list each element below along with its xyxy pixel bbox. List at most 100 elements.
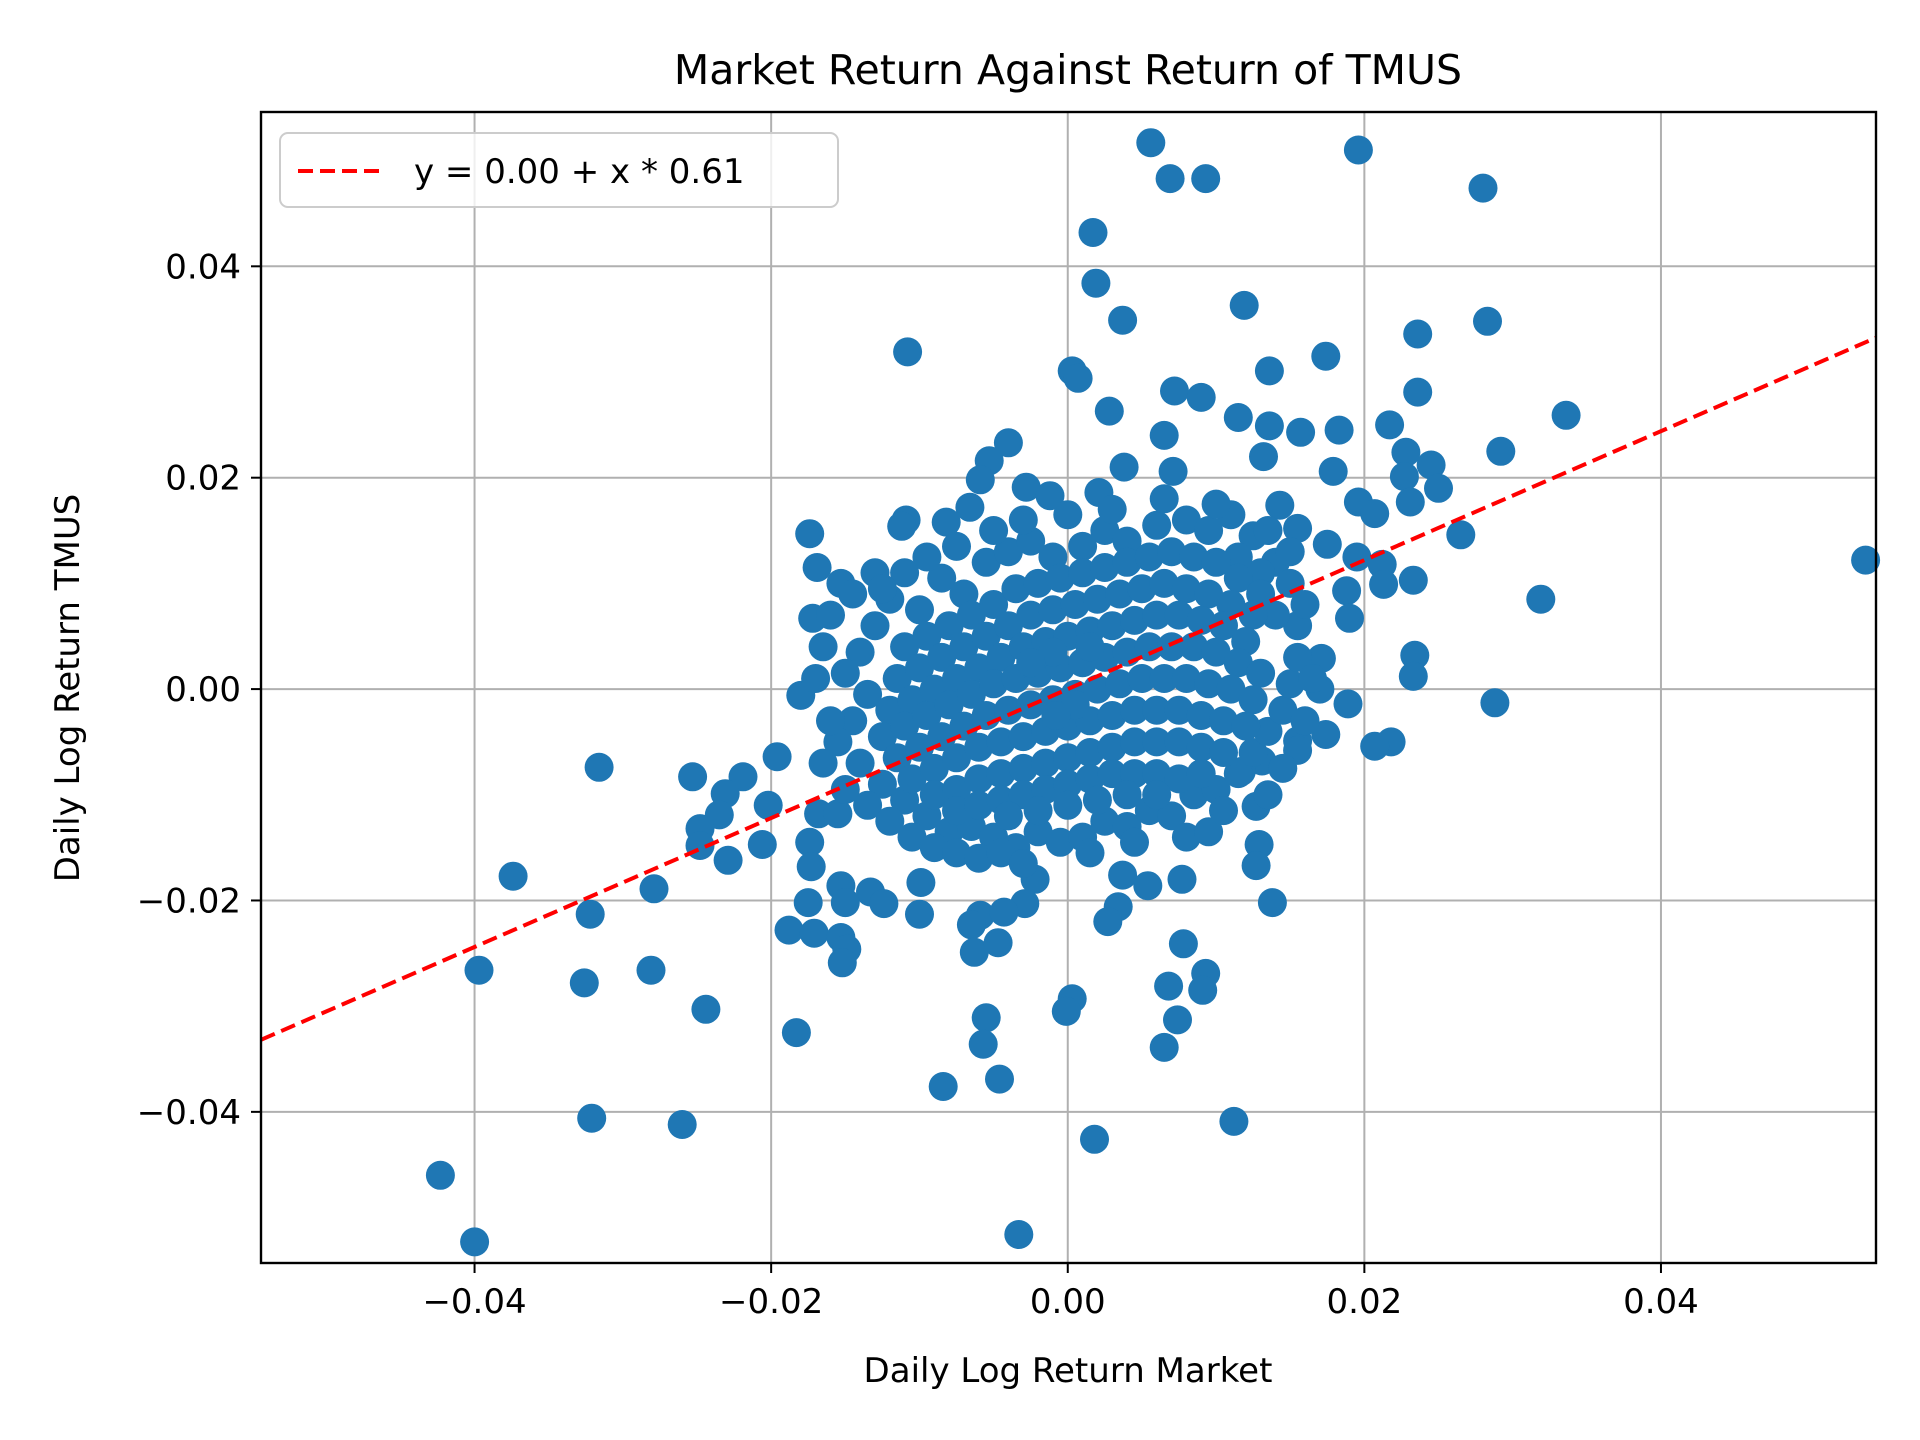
data-point	[1164, 695, 1194, 725]
data-point	[1194, 817, 1224, 847]
data-point	[1254, 411, 1284, 441]
data-point	[1075, 838, 1105, 868]
data-point	[1142, 759, 1172, 789]
data-point	[1249, 442, 1278, 472]
y-axis-label: Daily Log Return TMUS	[48, 494, 88, 883]
data-point	[1158, 456, 1188, 486]
data-point	[1164, 600, 1194, 630]
data-point	[1403, 377, 1433, 407]
data-point	[1209, 796, 1238, 826]
data-point	[890, 711, 920, 741]
data-point	[1080, 1124, 1109, 1154]
data-point	[1082, 785, 1112, 815]
data-point	[968, 1029, 998, 1059]
data-point	[959, 937, 989, 967]
data-point	[919, 753, 949, 783]
data-point	[1120, 727, 1149, 757]
data-point	[860, 611, 890, 641]
data-point	[989, 897, 1019, 927]
scatter-points	[425, 128, 1881, 1257]
data-point	[1023, 568, 1053, 598]
data-point	[1082, 674, 1112, 704]
data-point	[1424, 473, 1453, 503]
data-point	[1186, 732, 1216, 762]
y-tick-label: −0.02	[137, 881, 241, 921]
data-point	[1008, 753, 1038, 783]
data-point	[1142, 510, 1172, 540]
data-point	[1369, 569, 1399, 599]
data-point	[1360, 499, 1390, 529]
data-point	[1275, 669, 1305, 699]
chart-title: Market Return Against Return of TMUS	[674, 46, 1462, 94]
data-point	[993, 611, 1023, 641]
data-point	[1168, 929, 1198, 959]
data-point	[1209, 738, 1238, 767]
data-point	[1134, 632, 1164, 662]
data-point	[875, 806, 905, 836]
data-point	[1149, 568, 1179, 598]
data-point	[905, 899, 934, 929]
data-point	[1134, 542, 1164, 572]
data-point	[1191, 164, 1221, 194]
data-point	[808, 632, 838, 662]
x-tick-label: −0.04	[422, 1282, 526, 1322]
data-point	[1186, 605, 1216, 635]
data-point	[1164, 764, 1194, 794]
data-point	[1016, 648, 1046, 678]
data-point	[993, 695, 1023, 725]
data-point	[1093, 907, 1123, 937]
data-point	[912, 701, 942, 730]
data-point	[1526, 584, 1556, 614]
data-point	[1231, 711, 1261, 741]
data-point	[1360, 731, 1390, 761]
data-point	[853, 790, 883, 820]
data-point	[1335, 603, 1364, 633]
data-point	[1075, 738, 1105, 767]
data-point	[1253, 516, 1283, 545]
data-point	[816, 706, 845, 736]
data-point	[1179, 542, 1209, 572]
data-point	[1551, 400, 1581, 430]
fit-line	[260, 335, 1877, 1042]
data-point	[906, 868, 936, 897]
data-point	[1163, 1005, 1192, 1035]
data-point	[1389, 462, 1419, 492]
y-axis-ticks: −0.04 −0.02 0.00 0.02 0.04	[137, 247, 261, 1133]
data-point	[1157, 537, 1187, 567]
data-point	[1068, 531, 1098, 561]
data-point	[1041, 701, 1071, 730]
data-point	[1179, 632, 1209, 662]
data-point	[1311, 720, 1341, 749]
data-point	[1253, 780, 1283, 810]
data-point	[795, 827, 825, 857]
data-point	[1286, 417, 1316, 447]
data-point	[1298, 664, 1327, 693]
data-point	[1031, 748, 1060, 778]
data-point	[1157, 801, 1187, 831]
data-point	[838, 579, 868, 609]
data-point	[793, 888, 823, 918]
data-point	[460, 1227, 490, 1257]
data-point	[1283, 513, 1313, 543]
data-point	[1194, 516, 1224, 545]
data-point	[1097, 732, 1127, 762]
data-point	[1400, 640, 1430, 670]
data-point	[1318, 456, 1348, 486]
legend: y = 0.00 + x * 0.61	[279, 132, 839, 208]
data-point	[1468, 173, 1498, 203]
data-point	[1082, 584, 1112, 614]
data-point	[845, 748, 875, 778]
data-point	[1851, 545, 1881, 575]
data-point	[1171, 505, 1201, 535]
data-point	[1068, 558, 1098, 588]
data-point	[1008, 505, 1038, 535]
data-point	[956, 910, 986, 940]
data-point	[1201, 637, 1231, 667]
data-point	[1290, 590, 1320, 619]
data-point	[1081, 268, 1111, 298]
data-point	[964, 790, 994, 820]
data-point	[949, 632, 979, 662]
data-point	[931, 507, 961, 537]
data-point	[1403, 319, 1433, 349]
